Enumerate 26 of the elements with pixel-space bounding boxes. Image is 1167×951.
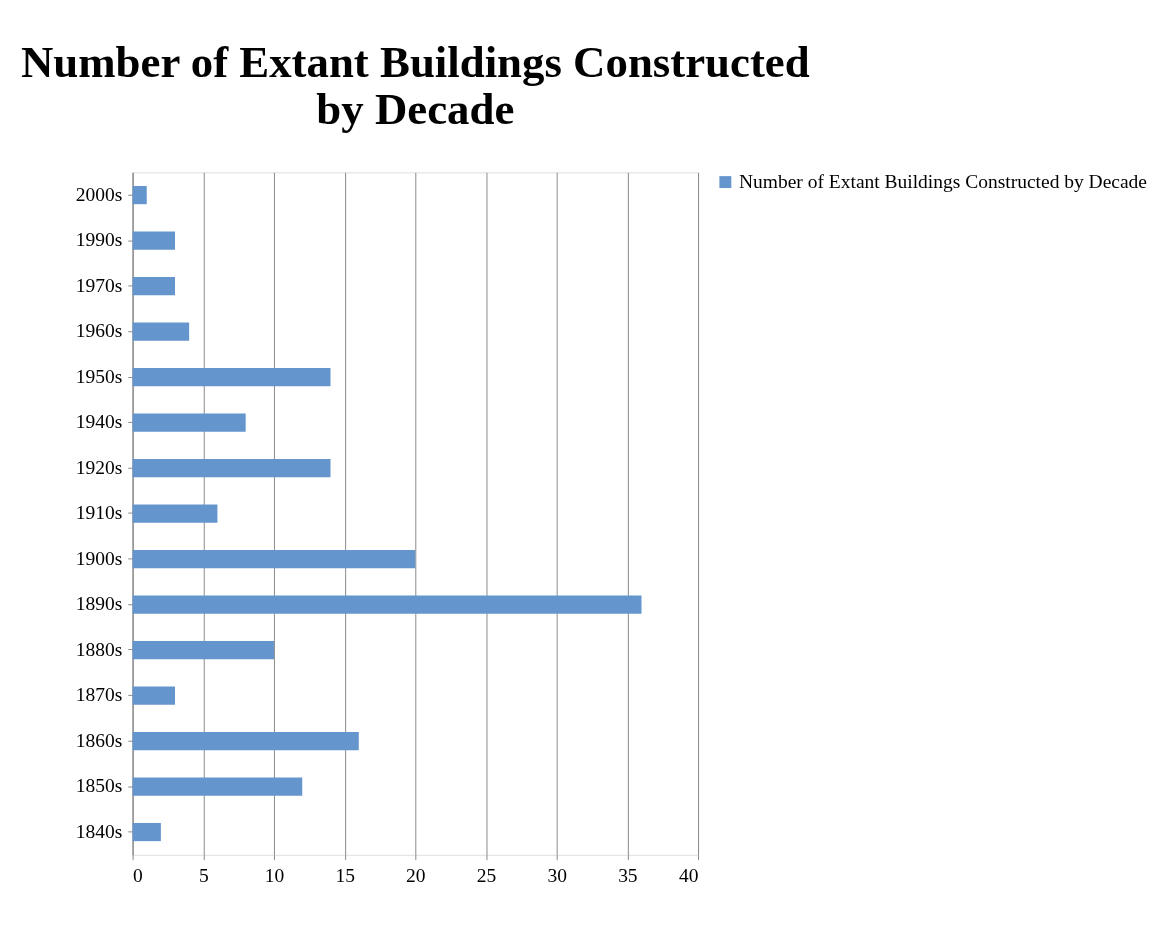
x-tick-label: 20 xyxy=(406,864,426,886)
y-tick-label: 1970s xyxy=(75,274,123,296)
y-tick-label: 1950s xyxy=(75,365,123,387)
x-tick-label: 25 xyxy=(476,864,497,886)
y-tick-label: 1900s xyxy=(75,547,123,569)
chart-title: Number of Extant Buildings Constructed by Decade xyxy=(20,36,810,134)
y-tick-label: 1940s xyxy=(75,411,123,433)
y-tick-label: 1840s xyxy=(75,820,123,842)
x-tick-label: 40 xyxy=(679,864,699,886)
y-tick-label: 1870s xyxy=(75,684,123,706)
x-tick-label: 0 xyxy=(133,864,143,886)
y-tick-label: 1890s xyxy=(75,593,123,615)
x-tick-label: 30 xyxy=(547,864,567,886)
y-tick-label: 1920s xyxy=(75,456,123,478)
x-tick-label: 35 xyxy=(618,864,638,886)
y-tick-label: 1880s xyxy=(75,638,123,660)
legend-label: Number of Extant Buildings Constructed by Decade xyxy=(739,170,1148,192)
y-tick-label: 1850s xyxy=(75,775,123,797)
x-tick-label: 15 xyxy=(335,864,355,886)
y-tick-label: 2000s xyxy=(75,183,123,205)
y-tick-label: 1960s xyxy=(75,320,123,342)
x-tick-label: 5 xyxy=(198,864,209,886)
y-tick-label: 1860s xyxy=(75,729,123,751)
x-tick-label: 10 xyxy=(264,864,285,886)
y-tick-label: 1990s xyxy=(75,229,123,251)
y-tick-label: 1910s xyxy=(75,502,123,524)
